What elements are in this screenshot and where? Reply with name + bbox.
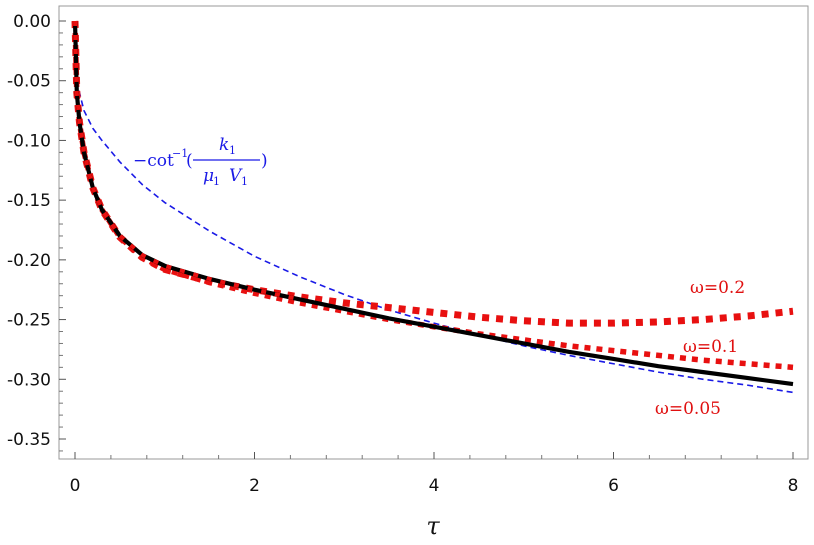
y-tick-label: -0.25 <box>7 311 51 331</box>
formula-prefix: −cot <box>133 151 174 171</box>
formula-denominator-mu-sub: 1 <box>213 175 220 188</box>
series-line-omega-0-05 <box>72 20 794 387</box>
x-axis-title: τ <box>426 512 440 540</box>
y-tick-label: -0.20 <box>7 251 51 271</box>
axis-ticks <box>59 20 794 459</box>
formula-denominator-v: V <box>229 166 243 186</box>
label-omega-0-05: ω=0.05 <box>655 399 721 419</box>
formula-denominator-mu: μ <box>203 166 214 186</box>
plot-frame <box>58 5 809 460</box>
formula-open-paren: ( <box>186 151 193 171</box>
y-tick-label: -0.35 <box>7 430 51 450</box>
formula-numerator: k <box>219 135 229 155</box>
formula-close-paren: ) <box>261 151 268 171</box>
y-tick-label: 0.00 <box>13 12 51 32</box>
formula-annotation: −cot −1 ( k 1 μ 1 V 1 ) <box>133 135 268 188</box>
y-tick-label: -0.15 <box>7 191 51 211</box>
formula-denominator-v-sub: 1 <box>241 175 248 188</box>
x-tick-label: 8 <box>788 476 799 496</box>
x-tick-label: 6 <box>608 476 619 496</box>
x-tick-label: 2 <box>249 476 260 496</box>
x-tick-label: 4 <box>429 476 440 496</box>
label-omega-0-2: ω=0.2 <box>690 278 745 298</box>
y-tick-label: -0.05 <box>7 72 51 92</box>
series-line-omega-0-2 <box>71 20 794 327</box>
series-line-cot <box>74 20 794 394</box>
series-line-omega-0-1 <box>72 20 794 371</box>
x-tick-label: 0 <box>70 476 81 496</box>
formula-exponent: −1 <box>172 147 188 160</box>
series-layer <box>71 20 794 394</box>
y-tick-label: -0.10 <box>7 131 51 151</box>
label-omega-0-1: ω=0.1 <box>683 337 738 357</box>
y-tick-label: -0.30 <box>7 370 51 390</box>
tick-labels: 0 2 4 6 8 0.00 -0.05 -0.10 -0.15 -0.20 -0.25 -0.30 -… <box>7 12 798 496</box>
formula-numerator-sub: 1 <box>229 144 236 157</box>
